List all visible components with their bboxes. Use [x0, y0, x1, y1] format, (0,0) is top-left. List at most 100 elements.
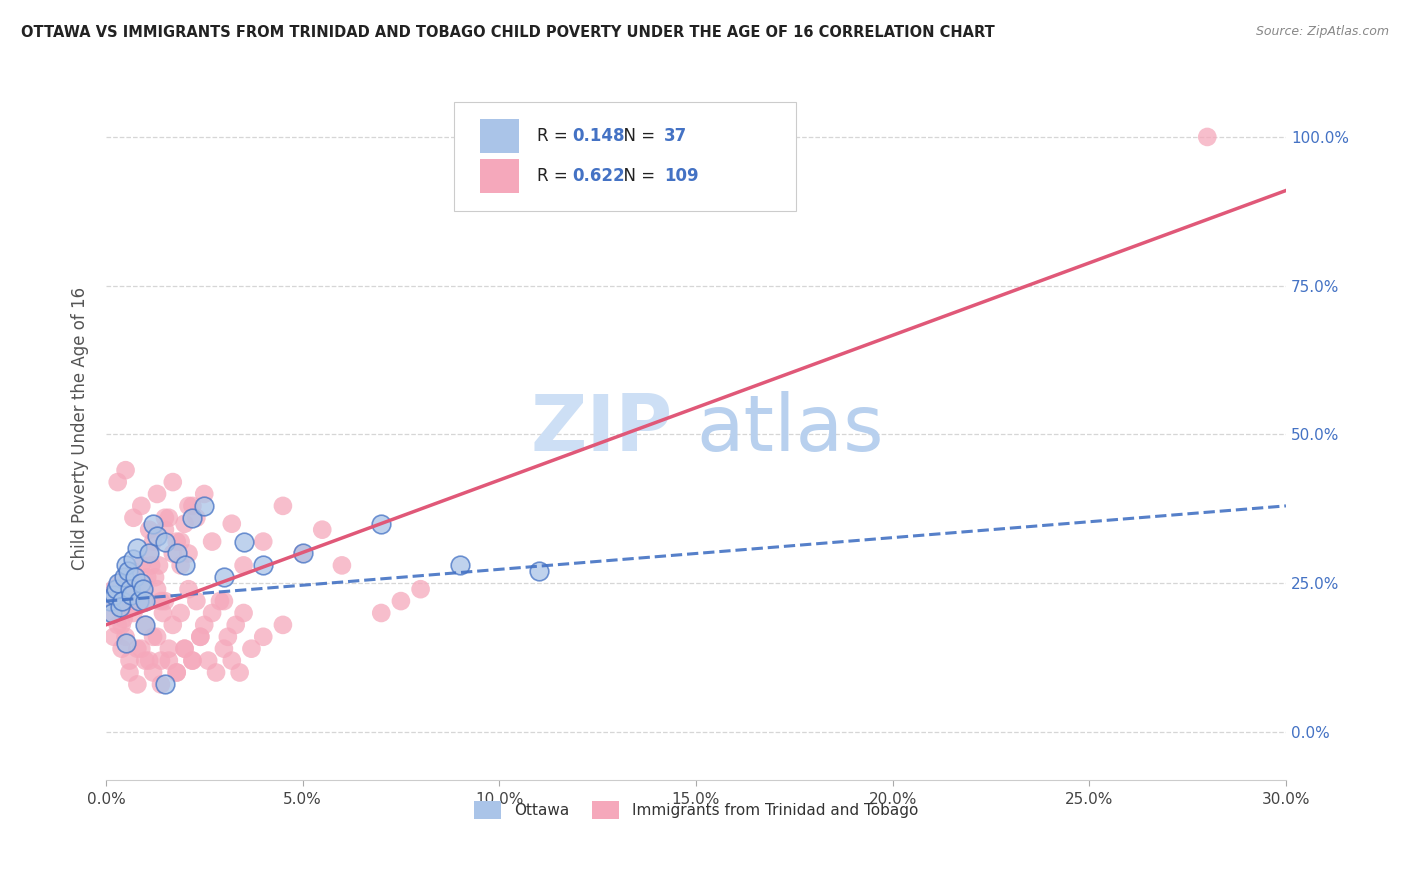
Text: 0.148: 0.148	[572, 127, 624, 145]
Point	[177, 499, 200, 513]
Point	[103, 582, 125, 597]
Point	[186, 594, 208, 608]
Point	[107, 576, 129, 591]
Text: OTTAWA VS IMMIGRANTS FROM TRINIDAD AND TOBAGO CHILD POVERTY UNDER THE AGE OF 16 : OTTAWA VS IMMIGRANTS FROM TRINIDAD AND T…	[21, 25, 995, 40]
Point	[142, 630, 165, 644]
Point	[271, 618, 294, 632]
Point	[225, 618, 247, 632]
Point	[149, 594, 172, 608]
Point	[149, 654, 172, 668]
Text: Source: ZipAtlas.com: Source: ZipAtlas.com	[1256, 25, 1389, 38]
Point	[124, 588, 146, 602]
Point	[98, 594, 121, 608]
Point	[131, 499, 153, 513]
Point	[104, 588, 127, 602]
Point	[111, 594, 134, 608]
Point	[128, 594, 150, 608]
Point	[142, 665, 165, 680]
Point	[181, 499, 204, 513]
Point	[98, 594, 121, 608]
Point	[138, 546, 160, 560]
Point	[153, 594, 176, 608]
Point	[146, 582, 169, 597]
Point	[101, 606, 124, 620]
Point	[103, 588, 125, 602]
Point	[311, 523, 333, 537]
Bar	[479, 159, 519, 193]
Point	[153, 523, 176, 537]
Point	[138, 654, 160, 668]
Point	[122, 606, 145, 620]
Text: N =: N =	[613, 127, 661, 145]
Point	[193, 618, 215, 632]
Point	[142, 534, 165, 549]
Point	[132, 582, 155, 597]
Point	[118, 582, 141, 597]
Point	[152, 606, 174, 620]
Point	[124, 570, 146, 584]
Point	[173, 641, 195, 656]
Point	[136, 570, 159, 584]
Point	[370, 606, 392, 620]
Point	[186, 510, 208, 524]
Point	[148, 558, 170, 573]
Point	[291, 546, 314, 560]
Point	[122, 565, 145, 579]
Point	[169, 534, 191, 549]
Point	[370, 516, 392, 531]
Point	[181, 510, 204, 524]
Point	[111, 641, 134, 656]
Point	[173, 558, 195, 573]
Point	[449, 558, 471, 573]
Point	[157, 654, 180, 668]
Point	[149, 677, 172, 691]
Y-axis label: Child Poverty Under the Age of 16: Child Poverty Under the Age of 16	[72, 287, 89, 570]
Point	[409, 582, 432, 597]
Point	[118, 654, 141, 668]
Text: 37: 37	[664, 127, 688, 145]
Point	[128, 594, 150, 608]
Point	[166, 665, 188, 680]
Point	[127, 677, 149, 691]
Point	[112, 570, 135, 584]
Point	[201, 534, 224, 549]
Point	[134, 654, 156, 668]
Point	[134, 618, 156, 632]
Point	[208, 594, 231, 608]
Point	[122, 510, 145, 524]
Point	[252, 558, 274, 573]
Point	[111, 594, 134, 608]
Point	[173, 516, 195, 531]
Point	[193, 487, 215, 501]
Point	[177, 582, 200, 597]
Point	[166, 534, 188, 549]
Point	[173, 641, 195, 656]
Point	[188, 630, 211, 644]
Bar	[479, 119, 519, 153]
Point	[217, 630, 239, 644]
FancyBboxPatch shape	[454, 102, 796, 211]
Point	[181, 654, 204, 668]
Point	[139, 558, 162, 573]
Point	[1197, 130, 1219, 145]
Point	[101, 606, 124, 620]
Point	[271, 499, 294, 513]
Point	[121, 600, 143, 615]
Point	[112, 612, 135, 626]
Point	[232, 558, 254, 573]
Point	[132, 582, 155, 597]
Point	[330, 558, 353, 573]
Point	[107, 475, 129, 489]
Point	[527, 565, 550, 579]
Point	[157, 510, 180, 524]
Point	[114, 570, 136, 584]
Point	[201, 606, 224, 620]
Point	[169, 606, 191, 620]
Point	[127, 541, 149, 555]
Point	[157, 641, 180, 656]
Point	[108, 576, 131, 591]
Point	[127, 576, 149, 591]
Text: 0.622: 0.622	[572, 167, 624, 185]
Point	[131, 641, 153, 656]
Text: 109: 109	[664, 167, 699, 185]
